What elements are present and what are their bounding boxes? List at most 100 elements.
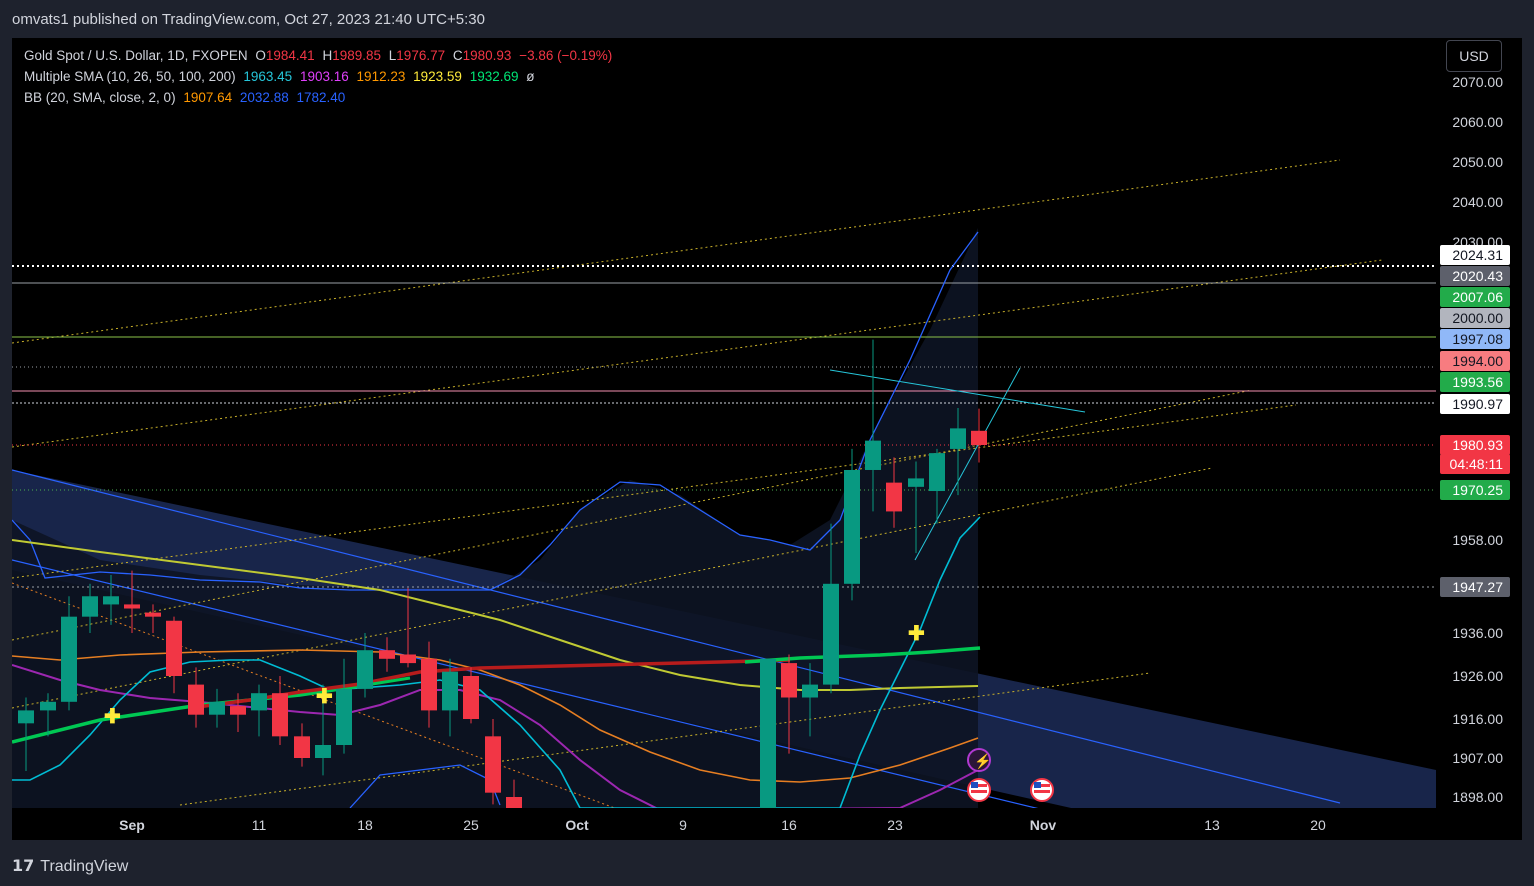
candle [823, 523, 839, 694]
candle [950, 407, 966, 496]
price-tick: 1936.00 [1452, 625, 1503, 641]
price-label: 1980.93 [1440, 435, 1510, 455]
signal-marker: ✚ [316, 686, 333, 708]
candle [760, 658, 776, 808]
candle [61, 596, 77, 711]
candle [929, 448, 945, 524]
candle [272, 676, 288, 745]
time-tick: 9 [679, 817, 687, 833]
bb-basis-value: 1907.64 [183, 90, 233, 105]
candle [781, 654, 797, 754]
time-tick: 11 [252, 817, 267, 833]
candle [124, 570, 140, 633]
candle [971, 408, 987, 463]
svg-text:1997.08: 1997.08 [1452, 331, 1503, 347]
price-tick: 2070.00 [1452, 74, 1503, 90]
publish-info: omvats1 published on TradingView.com, Oc… [12, 11, 485, 28]
svg-text:1994.00: 1994.00 [1452, 353, 1503, 369]
change-value: −3.86 (−0.19%) [519, 48, 613, 63]
candle [18, 697, 34, 771]
low-label: L [388, 48, 397, 63]
sma-50 [12, 649, 979, 783]
price-tick: 2060.00 [1452, 114, 1503, 130]
legend-symbol[interactable]: Gold Spot / U.S. Dollar, 1D, FXOPEN O198… [24, 45, 612, 66]
candle [463, 667, 479, 724]
svg-text:2024.31: 2024.31 [1452, 247, 1503, 263]
sma-10 [12, 516, 981, 808]
candle [442, 658, 458, 737]
candle [145, 604, 161, 633]
sma-10-value: 1963.45 [243, 69, 293, 84]
price-tick: 1916.00 [1452, 711, 1503, 727]
time-axis[interactable]: Sep 11 18 25 Oct 9 16 23 Nov 13 20 [119, 817, 1326, 833]
price-labels: 2024.31 2020.43 2007.06 2000.00 1997.08 1994.… [1440, 245, 1510, 597]
sma-200-value: 1932.69 [469, 69, 519, 84]
svg-text:1980.93: 1980.93 [1452, 437, 1503, 453]
price-tick: 1958.00 [1452, 532, 1503, 548]
price-label: 1970.25 [1440, 480, 1510, 500]
symbol-name: Gold Spot / U.S. Dollar, 1D, FXOPEN [24, 48, 248, 63]
price-axis[interactable]: 2070.002060.002050.002040.002030.001958.… [1452, 74, 1503, 805]
legend-sma[interactable]: Multiple SMA (10, 26, 50, 100, 200) 1963… [24, 66, 612, 87]
time-tick: 16 [781, 817, 797, 833]
sma-200-green-2 [744, 646, 981, 664]
candle [421, 641, 437, 728]
signal-marker: ✚ [908, 623, 925, 645]
sma-100 [12, 539, 979, 691]
svg-text:04:48:11: 04:48:11 [1450, 456, 1504, 472]
price-label: 1990.97 [1440, 394, 1510, 414]
bb-upper [12, 231, 979, 591]
lightning-icon [967, 748, 991, 772]
bb-name: BB (20, SMA, close, 2, 0) [24, 90, 176, 105]
tradingview-logo-icon: 𝟭𝟳 [12, 856, 35, 875]
legend: Gold Spot / U.S. Dollar, 1D, FXOPEN O198… [24, 45, 612, 108]
time-tick: 20 [1310, 817, 1326, 833]
svg-text:1993.56: 1993.56 [1452, 374, 1503, 390]
candle [844, 448, 860, 601]
signal-markers: ✚ ✚ ✚ [104, 623, 925, 728]
svg-text:2000.00: 2000.00 [1452, 310, 1503, 326]
time-tick: 13 [1204, 817, 1220, 833]
close-label: C [452, 48, 463, 63]
candle [908, 461, 924, 554]
event-icons[interactable]: ⚡ [967, 748, 1054, 802]
candle [230, 693, 246, 732]
candle [103, 575, 119, 625]
candle [485, 719, 501, 805]
candles [18, 339, 987, 808]
bb-lower-value: 1782.40 [296, 90, 346, 105]
price-tick: 1907.00 [1452, 750, 1503, 766]
price-label: 1993.56 [1440, 372, 1510, 392]
price-tick: 1898.00 [1452, 789, 1503, 805]
candle [379, 637, 395, 672]
svg-text:1970.25: 1970.25 [1452, 482, 1503, 498]
candle [802, 663, 818, 737]
open-label: O [255, 48, 266, 63]
time-tick: Oct [565, 817, 589, 833]
low-value: 1976.77 [396, 48, 446, 63]
candle [506, 779, 522, 808]
price-label: 04:48:11 [1440, 454, 1510, 474]
sma-26-value: 1903.16 [299, 69, 349, 84]
price-label: 1997.08 [1440, 329, 1510, 349]
high-value: 1989.85 [332, 48, 382, 63]
price-label: 1947.27 [1440, 577, 1510, 597]
close-value: 1980.93 [462, 48, 512, 63]
time-tick: Sep [119, 817, 145, 833]
sma-name: Multiple SMA (10, 26, 50, 100, 200) [24, 69, 236, 84]
svg-text:2007.06: 2007.06 [1452, 289, 1503, 305]
currency-button[interactable]: USD [1446, 40, 1502, 72]
trend-lines [12, 159, 1383, 806]
svg-text:⚡: ⚡ [974, 753, 991, 770]
legend-bb[interactable]: BB (20, SMA, close, 2, 0) 1907.64 2032.8… [24, 87, 612, 108]
candle [336, 658, 352, 754]
time-tick: 25 [463, 817, 479, 833]
candle [251, 684, 267, 737]
candle [294, 723, 310, 767]
candle [166, 616, 182, 694]
open-value: 1984.41 [265, 48, 315, 63]
tradingview-brand[interactable]: 𝟭𝟳 TradingView [12, 856, 128, 876]
price-label: 2024.31 [1440, 245, 1510, 265]
svg-text:1947.27: 1947.27 [1452, 579, 1503, 595]
